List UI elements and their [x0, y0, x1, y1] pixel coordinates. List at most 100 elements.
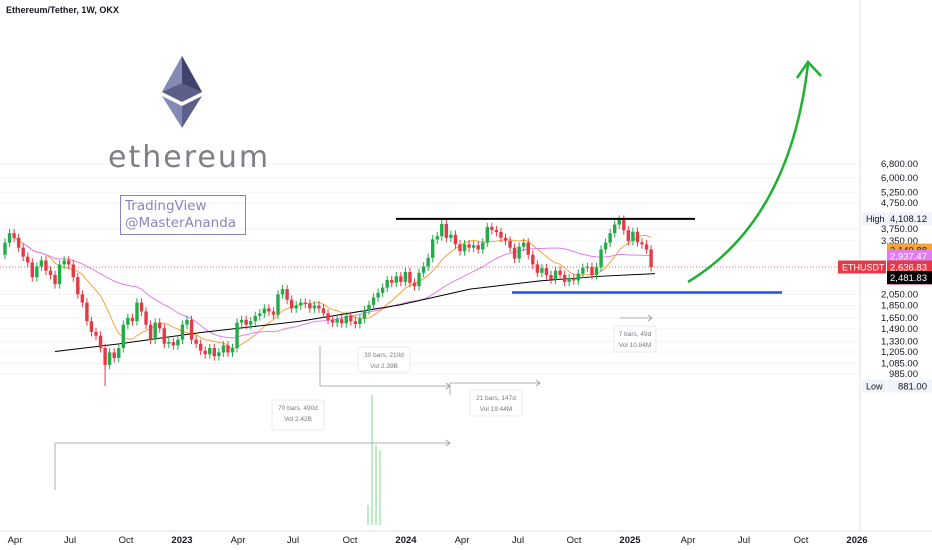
- price-axis[interactable]: 6,800.00 6,000.00 5,250.004,750.00 3,750.00…: [838, 0, 932, 530]
- candle-body: [44, 260, 48, 271]
- measure-box: [613, 325, 657, 353]
- candle-body: [112, 352, 116, 359]
- time-tick-label: 2025: [619, 535, 641, 546]
- candle-body: [271, 311, 276, 315]
- candle-body: [590, 266, 594, 275]
- candle-body: [421, 266, 426, 273]
- candle-body: [508, 240, 512, 248]
- candle-body: [390, 279, 394, 283]
- ma-long-price-value: 2,481.83: [890, 273, 927, 284]
- price-tick-label: 6,800.00: [881, 159, 918, 170]
- candle-body: [631, 231, 635, 242]
- candle-body: [585, 266, 590, 268]
- price-tick-label: 985.00: [889, 369, 918, 380]
- candle-body: [194, 339, 198, 344]
- candle-body: [549, 274, 553, 280]
- candle-body: [594, 267, 599, 275]
- candle-body: [321, 308, 326, 314]
- candle-body: [308, 303, 312, 309]
- price-tick-label: 4,750.00: [881, 198, 918, 209]
- candle-body: [148, 324, 153, 340]
- price-tick-label: 3,750.00: [881, 224, 918, 235]
- candle-body: [239, 319, 244, 323]
- price-tick-label: 1,650.00: [881, 313, 918, 324]
- candle-body: [167, 342, 171, 344]
- time-tick-label: Jul: [738, 535, 750, 546]
- candle-body: [599, 249, 603, 268]
- candle-body: [171, 342, 176, 346]
- author-watermark: TradingView @MasterAnanda: [120, 195, 246, 235]
- candle-body: [48, 270, 53, 275]
- candle-body: [431, 239, 435, 258]
- candle-body: [499, 232, 503, 238]
- candle-body: [85, 302, 89, 322]
- candle-body: [603, 242, 608, 250]
- ma-long-price-bg: [887, 271, 932, 285]
- candle-body: [39, 260, 44, 267]
- candle-body: [208, 348, 212, 355]
- candle-body: [367, 304, 371, 311]
- measure-box: [271, 399, 325, 431]
- time-tick-label: Oct: [119, 535, 134, 546]
- candle-body: [212, 348, 216, 357]
- candle-body: [353, 321, 358, 324]
- candle-body: [494, 229, 499, 233]
- candle-body: [362, 310, 367, 319]
- measure-box: [469, 389, 523, 417]
- measure-arrowhead: [445, 439, 451, 447]
- candle-body: [12, 233, 16, 238]
- candle-body: [94, 331, 98, 336]
- candle-body: [576, 273, 580, 281]
- measure-bars-label: 21 bars, 147d: [476, 395, 516, 402]
- candle-body: [503, 237, 508, 241]
- candle-body: [635, 231, 640, 243]
- projection-arrow: [687, 63, 810, 284]
- candle-body: [189, 319, 194, 340]
- candle-body: [544, 268, 549, 275]
- candle-body: [435, 236, 439, 240]
- candle-body: [517, 246, 521, 259]
- time-tick-label: Apr: [455, 535, 470, 546]
- time-tick-label: Jul: [512, 535, 524, 546]
- candle-body: [176, 339, 180, 346]
- candle-body: [426, 257, 430, 267]
- candle-body: [417, 272, 421, 287]
- watermark-line2: @MasterAnanda: [125, 215, 237, 231]
- candle-body: [462, 244, 467, 252]
- candle-body: [35, 266, 39, 278]
- candle-body: [162, 328, 166, 344]
- symbol-tag-label: ETHUSDT: [842, 262, 885, 272]
- candle-body: [444, 223, 449, 238]
- candle-body: [258, 313, 262, 316]
- measure-bars-label: 70 bars, 490d: [278, 405, 318, 412]
- candle-body: [330, 319, 335, 323]
- time-axis[interactable]: Apr Jul Oct 2023 Apr Jul Oct 2024 Apr Jul Oct 2025 A…: [0, 530, 932, 546]
- candle-body: [21, 247, 25, 257]
- low-price-value: 881.00: [898, 381, 927, 392]
- drawings-front: 70 bars, 490d Vol 2.42B 30 bars, 210d Vol 2…: [271, 60, 822, 431]
- measure-vol-label: Vol 19.44M: [480, 406, 513, 413]
- candle-body: [76, 277, 80, 295]
- time-tick-label: Oct: [567, 535, 582, 546]
- candle-body: [567, 278, 571, 282]
- ma-mid-price-value: 2,937.47: [890, 252, 927, 263]
- candle-body: [467, 244, 471, 248]
- time-tick-label: 2026: [846, 535, 867, 546]
- price-tick-label: 5,250.00: [881, 187, 918, 198]
- candle-body: [98, 335, 103, 349]
- candle-body: [613, 224, 617, 234]
- candle-body: [622, 219, 626, 231]
- candle-body: [453, 234, 458, 245]
- candle-body: [7, 233, 12, 243]
- candles: [3, 215, 653, 386]
- candle-body: [121, 324, 125, 349]
- candle-body: [299, 302, 303, 306]
- candle-body: [285, 289, 289, 300]
- price-tick-label: 1,490.00: [881, 324, 918, 335]
- candle-body: [30, 262, 34, 278]
- high-price-bg: [887, 212, 932, 226]
- candle-body: [458, 244, 462, 252]
- watermark-line1: TradingView: [125, 198, 207, 214]
- price-tick-label: 1,205.00: [881, 347, 918, 358]
